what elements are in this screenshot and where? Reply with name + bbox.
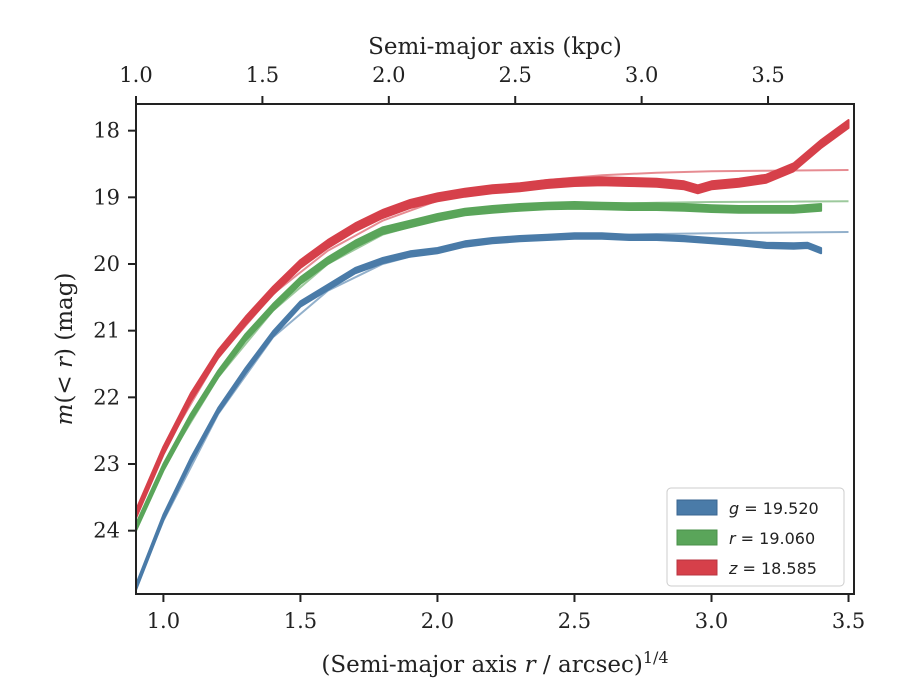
data-bands — [135, 119, 850, 591]
top-tick-label: 2.0 — [372, 63, 405, 87]
x-axis-ticks: 1.0 1.5 2.0 2.5 3.0 3.5 — [147, 594, 865, 633]
legend-label-r: r = 19.060 — [729, 529, 815, 548]
x-tick-label: 3.0 — [695, 609, 728, 633]
band-g — [135, 232, 823, 591]
top-tick-label: 1.5 — [246, 63, 279, 87]
y-axis-title: m(< r) (mag) — [52, 273, 78, 426]
top-tick-label: 3.0 — [625, 63, 658, 87]
top-tick-label: 3.5 — [751, 63, 784, 87]
legend-item-r: r = 19.060 — [676, 529, 815, 548]
y-tick-label: 21 — [93, 319, 120, 343]
top-axis-ticks: 1.0 1.5 2.0 2.5 3.0 3.5 — [119, 63, 785, 104]
plot-frame — [135, 103, 855, 595]
x-axis-title: (Semi-major axis r / arcsec)1/4 — [321, 648, 668, 678]
x-tick-label: 2.5 — [558, 609, 591, 633]
top-axis-title: Semi-major axis (kpc) — [368, 34, 622, 60]
legend-swatch-r — [676, 529, 718, 546]
y-tick-label: 24 — [93, 519, 120, 543]
x-tick-label: 3.5 — [832, 609, 865, 633]
y-axis-ticks: 18 19 20 21 22 23 24 — [93, 119, 136, 543]
legend-swatch-z — [676, 559, 718, 576]
legend: g = 19.520 r = 19.060 z = 18.585 — [666, 487, 845, 587]
y-tick-label: 22 — [93, 385, 120, 409]
y-tick-label: 18 — [93, 119, 120, 143]
y-tick-label: 23 — [93, 452, 120, 476]
legend-label-g: g = 19.520 — [729, 499, 819, 518]
band-z — [135, 119, 850, 519]
model-curve-r — [135, 200, 849, 528]
legend-item-g: g = 19.520 — [676, 499, 819, 518]
band-r — [135, 201, 823, 532]
x-tick-label: 2.0 — [421, 609, 454, 633]
legend-label-z: z = 18.585 — [728, 559, 817, 578]
y-tick-label: 19 — [93, 185, 120, 209]
top-tick-label: 2.5 — [499, 63, 532, 87]
x-tick-label: 1.0 — [147, 609, 180, 633]
top-tick-label: 1.0 — [119, 63, 152, 87]
y-tick-label: 20 — [93, 252, 120, 276]
legend-item-z: z = 18.585 — [676, 559, 817, 578]
legend-swatch-g — [676, 499, 718, 516]
x-tick-label: 1.5 — [284, 609, 317, 633]
